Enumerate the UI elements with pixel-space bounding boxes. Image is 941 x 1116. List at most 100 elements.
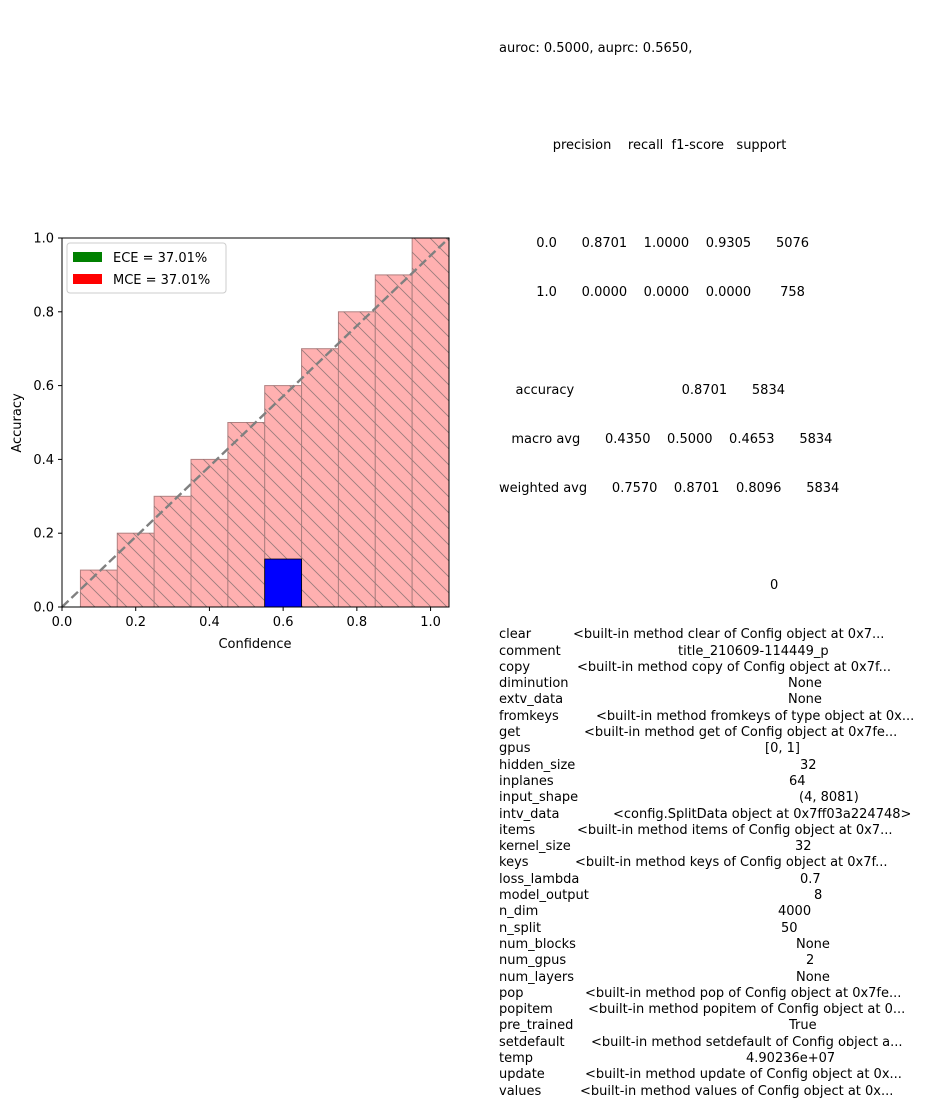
config-row: get <built-in method get of Config object…	[499, 725, 897, 741]
config-value: None	[796, 969, 830, 985]
config-value: 50	[781, 920, 798, 936]
config-value: <built-in method copy of Config object a…	[577, 659, 892, 675]
config-key: intv_data	[499, 806, 560, 822]
scores-line: auroc: 0.5000, auprc: 0.5650,	[499, 40, 693, 56]
config-table: clear <built-in method clear of Config ob…	[499, 627, 914, 1100]
config-key: num_gpus	[499, 953, 567, 969]
config-row: copy <built-in method copy of Config obje…	[499, 659, 891, 676]
axes-frame	[61, 237, 450, 608]
config-value: 4000	[778, 904, 812, 920]
config-key: copy	[499, 659, 531, 675]
y-axis-label: Accuracy	[10, 393, 25, 453]
config-row: keys <built-in method keys of Config obje…	[499, 855, 888, 871]
gap-bar-hatch	[117, 533, 155, 607]
summary-row: macro avg 0.4350 0.5000 0.4653 5834	[499, 431, 833, 447]
x-tick-label: 0.4	[199, 615, 220, 630]
config-row: num_blocks None	[499, 937, 839, 953]
config-row: n_split 50	[499, 921, 839, 937]
config-value: title_210609-114449_p	[678, 643, 829, 659]
config-key: temp	[499, 1051, 534, 1066]
config-value: None	[788, 692, 822, 708]
config-value: <config.SplitData object at 0x7ff03a2247…	[613, 806, 912, 822]
config-row: diminution None	[499, 676, 839, 692]
config-row: num_layers None	[499, 970, 839, 986]
config-key: comment	[499, 643, 561, 659]
config-row: comment title_210609-114449_p	[499, 644, 839, 660]
config-value: <built-in method fromkeys of type object…	[596, 708, 915, 724]
y-tick-label: 1.0	[33, 232, 54, 247]
config-row: items <built-in method items of Config ob…	[499, 823, 893, 839]
perfect-calibration-line	[61, 237, 450, 608]
y-tick-label: 0.0	[33, 601, 54, 616]
gap-bar-hatch	[412, 238, 449, 607]
legend-swatch	[73, 274, 102, 284]
classification-row: 1.0 0.0000 0.0000 0.0000 758	[499, 285, 805, 301]
config-row: popitem <built-in method popitem of Confi…	[499, 1002, 905, 1018]
config-value: <built-in method keys of Config object a…	[575, 855, 888, 871]
config-value: <built-in method setdefault of Config ob…	[591, 1034, 903, 1050]
config-key: input_shape	[499, 790, 579, 806]
gap-bar-hatch	[338, 311, 376, 607]
y-tick-label: 0.4	[33, 453, 54, 468]
config-value: <built-in method popitem of Config objec…	[588, 1002, 906, 1018]
config-row: gpus [0, 1]	[499, 741, 839, 757]
x-tick-label: 0.6	[273, 615, 294, 630]
evaluation-report: auroc: 0.5000, auprc: 0.5650, precision …	[499, 8, 914, 1116]
reliability-diagram: 0.0 0.2 0.4 0.6 0.8 1.0 0.0 0.2 0.4 0.6 0.8 1.0 Con…	[10, 232, 450, 652]
config-row: extv_data None	[499, 692, 839, 708]
legend-box	[66, 242, 227, 294]
config-key: get	[499, 725, 521, 741]
config-key: pre_trained	[499, 1018, 574, 1034]
config-value: <built-in method clear of Config object …	[573, 627, 885, 643]
config-row: model_output 8	[499, 888, 839, 904]
config-value: 32	[800, 757, 817, 773]
legend-swatch	[73, 252, 102, 262]
config-value: 8	[814, 888, 823, 904]
config-value: [0, 1]	[765, 741, 800, 757]
output-bar	[264, 558, 302, 608]
config-row: inplanes 64	[499, 774, 839, 790]
config-column-header: 0	[770, 578, 779, 594]
config-key: inplanes	[499, 773, 554, 789]
config-row: kernel_size 32	[499, 839, 839, 855]
config-row: fromkeys <built-in method fromkeys of typ…	[499, 708, 914, 725]
config-row: num_gpus 2	[499, 953, 839, 969]
config-key: n_dim	[499, 904, 539, 920]
x-axis-label: Confidence	[218, 637, 291, 652]
config-value: (4, 8081)	[799, 790, 859, 806]
config-value: <built-in method items of Config object …	[577, 822, 893, 838]
config-column-header-row: 0	[499, 578, 839, 594]
gap-bar-hatch	[227, 422, 265, 607]
classification-row: 0.0 0.8701 1.0000 0.9305 5076	[499, 236, 810, 252]
y-tick-label: 0.8	[33, 305, 54, 320]
config-value: <built-in method values of Config object…	[580, 1083, 894, 1099]
config-row: clear <built-in method clear of Config ob…	[499, 627, 884, 643]
config-row: setdefault <built-in method setdefault of…	[499, 1035, 903, 1051]
config-key: fromkeys	[499, 708, 559, 724]
config-key: loss_lambda	[499, 871, 580, 887]
config-key: update	[499, 1067, 545, 1083]
config-key: num_layers	[499, 969, 575, 985]
config-key: num_blocks	[499, 936, 576, 952]
config-row: values <built-in method values of Config …	[499, 1083, 893, 1100]
config-value: None	[788, 676, 822, 692]
classification-header: precision recall f1-score support	[499, 138, 787, 154]
config-value: 4.90236e+07	[746, 1051, 836, 1066]
config-key: clear	[499, 627, 532, 643]
x-tick-label: 0.2	[125, 615, 146, 630]
config-key: extv_data	[499, 692, 564, 708]
config-value: 32	[795, 839, 812, 855]
config-row: n_dim 4000	[499, 904, 839, 920]
config-key: model_output	[499, 888, 589, 904]
config-row: loss_lambda 0.7	[499, 872, 839, 888]
config-row: temp 4.90236e+07	[499, 1051, 839, 1067]
gap-bar-hatch	[80, 570, 118, 607]
gap-bar-hatch	[375, 274, 413, 607]
chart-legend: ECE = 37.01% MCE = 37.01%	[66, 242, 227, 294]
config-key: gpus	[499, 741, 531, 757]
config-key: values	[499, 1083, 542, 1099]
config-key: diminution	[499, 676, 569, 692]
config-row: update <built-in method update of Config …	[499, 1067, 902, 1083]
config-row: pre_trained True	[499, 1018, 839, 1034]
config-key: keys	[499, 855, 529, 871]
